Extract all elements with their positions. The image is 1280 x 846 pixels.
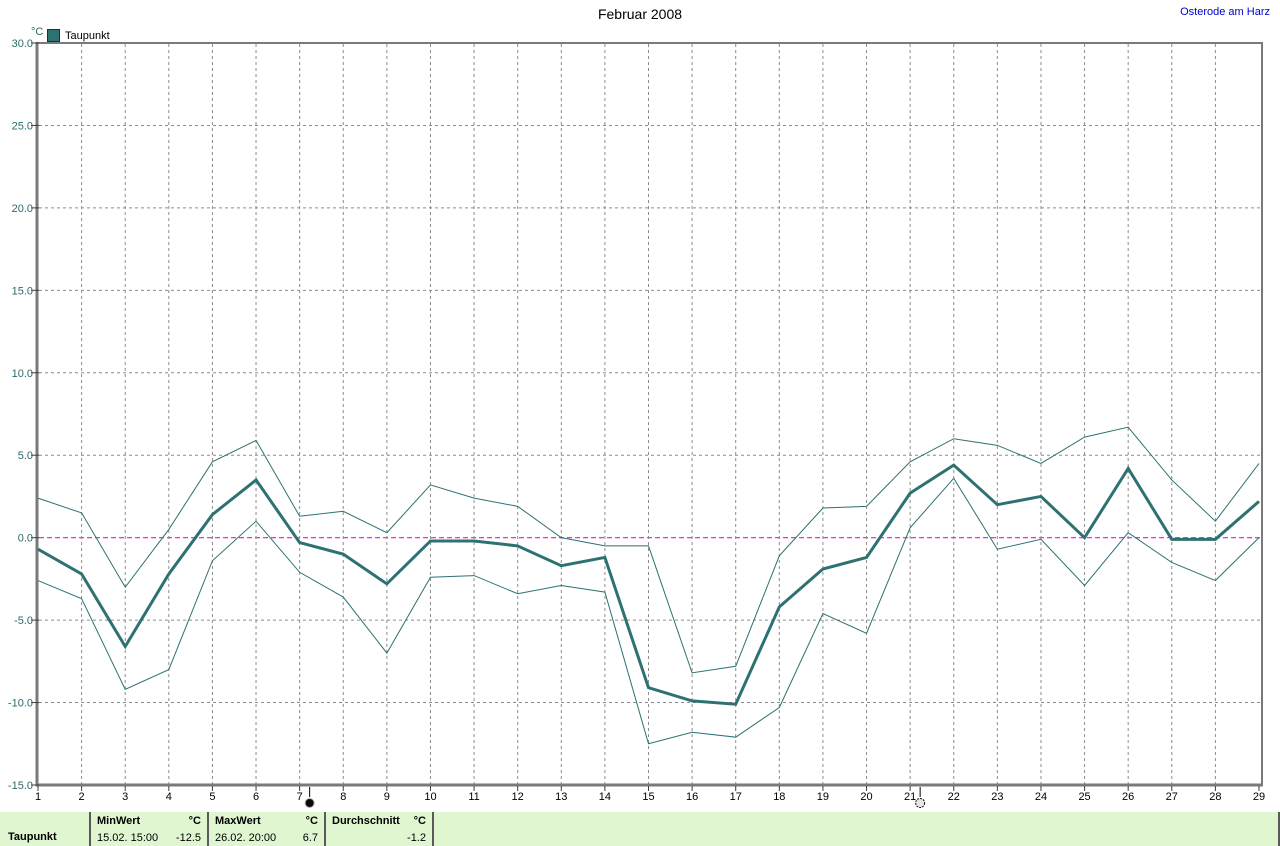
x-tick-label: 13 [555, 791, 567, 803]
x-tick-label: 23 [991, 791, 1003, 803]
durchschnitt-header: Durchschnitt [332, 814, 400, 827]
x-tick-label: 27 [1166, 791, 1178, 803]
y-tick-label: 5.0 [18, 450, 33, 462]
x-tick-label: 17 [730, 791, 742, 803]
series-line-min [37, 477, 1260, 745]
maxwert-datetime: 26.02. 20:00 [215, 831, 277, 844]
x-tick-label: 25 [1078, 791, 1090, 803]
minwert-header: MinWert [97, 814, 141, 827]
minwert-datetime: 15.02. 15:00 [97, 831, 159, 844]
series-line-max [37, 426, 1260, 674]
y-tick-label: 10.0 [12, 368, 33, 380]
legend: Taupunkt [47, 29, 110, 42]
stats-maxwert-cell: MaxWert °C 26.02. 20:00 6.7 [207, 812, 324, 846]
x-tick-label: 15 [642, 791, 654, 803]
legend-label: Taupunkt [65, 29, 110, 42]
x-tick-label: 11 [468, 791, 479, 803]
x-tick-label: 1 [35, 791, 41, 803]
x-tick-label: 26 [1122, 791, 1134, 803]
x-tick-label: 8 [340, 791, 346, 803]
stats-minwert-cell: MinWert °C 15.02. 15:00 -12.5 [89, 812, 207, 846]
y-tick-label: 20.0 [12, 203, 33, 215]
x-tick-label: 14 [599, 791, 611, 803]
y-axis-unit-label: °C [31, 26, 44, 38]
taupunkt-legend-swatch-icon [47, 29, 60, 42]
minwert-value: -12.5 [175, 831, 201, 844]
maxwert-unit: °C [305, 814, 318, 827]
x-tick-label: 19 [817, 791, 829, 803]
x-tick-label: 3 [122, 791, 128, 803]
chart-canvas: 30.0 25.0 20.0 15.0 10.0 5.0 0.0 -5.0 -10.0 -15.0… [8, 38, 1265, 808]
y-tick-label: 15.0 [12, 285, 33, 297]
x-tick-label: 21 [904, 791, 916, 803]
y-tick-label: -5.0 [14, 615, 33, 627]
minwert-unit: °C [188, 814, 201, 827]
x-tick-label: 22 [948, 791, 960, 803]
y-tick-label: 30.0 [12, 38, 33, 50]
full-moon-icon [915, 798, 926, 808]
stats-empty-cell [432, 812, 1278, 846]
stats-row-label: Taupunkt [8, 831, 57, 843]
x-tick-label: 28 [1209, 791, 1221, 803]
x-tick-label: 29 [1253, 791, 1265, 803]
x-tick-label: 4 [166, 791, 172, 803]
x-tick-label: 12 [512, 791, 524, 803]
maxwert-value: 6.7 [302, 831, 318, 844]
page-title: Februar 2008 [597, 6, 683, 22]
durchschnitt-unit: °C [413, 814, 426, 827]
x-tick-label: 18 [773, 791, 785, 803]
maxwert-header: MaxWert [215, 814, 261, 827]
y-tick-label: -10.0 [8, 698, 33, 710]
x-tick-label: 24 [1035, 791, 1047, 803]
y-tick-label: 25.0 [12, 120, 33, 132]
x-tick-label: 7 [297, 791, 303, 803]
x-tick-label: 16 [686, 791, 698, 803]
stats-row-label-cell: Taupunkt [0, 812, 89, 846]
x-tick-label: 20 [860, 791, 872, 803]
x-tick-label: 9 [384, 791, 390, 803]
y-tick-label: 0.0 [18, 533, 33, 545]
durchschnitt-value: -1.2 [407, 831, 426, 844]
series-line-mean [37, 463, 1260, 706]
station-link[interactable]: Osterode am Harz [1180, 6, 1270, 18]
new-moon-icon [304, 798, 315, 808]
stats-durchschnitt-cell: Durchschnitt °C -1.2 [324, 812, 432, 846]
x-tick-label: 10 [424, 791, 436, 803]
x-tick-label: 2 [79, 791, 85, 803]
stats-table: Taupunkt MinWert °C 15.02. 15:00 -12.5 M… [0, 812, 1280, 846]
x-tick-label: 5 [209, 791, 215, 803]
y-tick-label: -15.0 [8, 780, 33, 792]
x-tick-label: 6 [253, 791, 259, 803]
